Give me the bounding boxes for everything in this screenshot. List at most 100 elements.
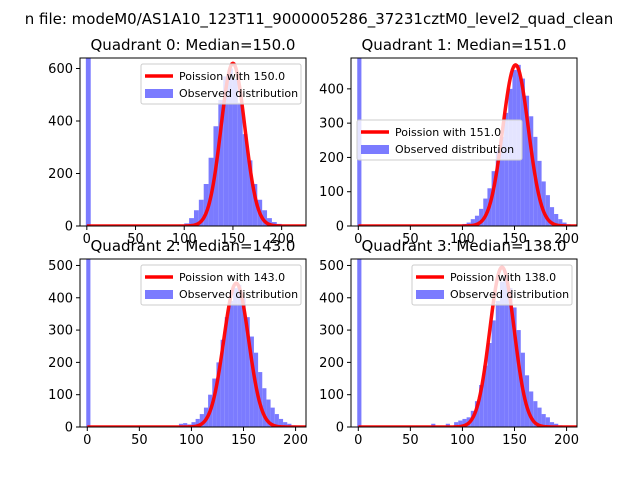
histogram-bar — [487, 343, 492, 427]
poisson-fit-line — [86, 61, 306, 226]
y-tick-label: 500 — [319, 259, 344, 274]
histogram-bar — [249, 336, 254, 427]
histogram-bar — [193, 210, 199, 226]
y-tick-label: 100 — [48, 388, 73, 403]
y-tick-label: 0 — [336, 421, 344, 436]
y-tick-label: 100 — [319, 388, 344, 403]
histogram-bar — [245, 317, 250, 427]
legend-box — [411, 264, 573, 306]
histogram-bar — [541, 414, 546, 427]
legend-bar-swatch — [145, 89, 173, 98]
histogram-bar — [516, 330, 521, 427]
y-tick-label: 0 — [65, 421, 73, 436]
histogram-bar — [549, 422, 555, 427]
legend-box — [356, 119, 523, 161]
x-tick-label: 100 — [450, 433, 475, 448]
x-tick-label: 200 — [554, 433, 579, 448]
plot-area — [85, 58, 306, 226]
subplot-title: Quadrant 1: Median=151.0 — [362, 36, 567, 54]
histogram-bar — [270, 407, 275, 427]
y-tick-label: 300 — [319, 117, 344, 132]
histogram-bar — [524, 95, 530, 226]
subplot-title: Quadrant 0: Median=150.0 — [91, 36, 296, 54]
legend-label: Observed distribution — [450, 288, 569, 301]
poisson-fit-line — [357, 265, 577, 427]
histogram-bar — [508, 288, 513, 427]
histogram-bar — [533, 401, 538, 427]
histogram-bar — [195, 418, 200, 427]
x-tick-label: 100 — [172, 232, 197, 247]
histogram-bar — [274, 414, 279, 427]
histogram-bar — [228, 68, 233, 226]
x-tick-label: 0 — [83, 232, 91, 247]
histogram-bar — [512, 307, 517, 427]
subplot-grid: 0 50 100 150 200 0 200 400 600 Quadrant 0: Median… — [48, 36, 579, 448]
y-tick-label: 200 — [319, 356, 344, 371]
histogram-bar — [504, 275, 509, 427]
x-tick-label: 100 — [179, 433, 204, 448]
axes-frame — [350, 258, 578, 428]
histogram-bar — [495, 301, 500, 427]
subplot-0: 0 50 100 150 200 0 200 400 600 Quadrant 0: Median… — [48, 36, 307, 247]
histogram-bar — [199, 414, 204, 427]
histogram-bar — [474, 401, 480, 427]
legend: Poission with 143.0 Observed distribution — [140, 264, 302, 306]
histogram-bar — [483, 365, 488, 427]
histogram-bar — [189, 218, 194, 226]
legend-bar-swatch — [416, 290, 444, 299]
legend: Poission with 151.0 Observed distribution — [356, 119, 523, 161]
histogram-bar — [545, 417, 550, 427]
legend-label: Observed distribution — [395, 143, 514, 156]
histogram-bar — [183, 423, 188, 427]
x-tick-label: 0 — [354, 232, 362, 247]
histogram-bar — [479, 385, 484, 427]
histogram-bar — [267, 218, 272, 226]
histogram-bar — [499, 136, 505, 226]
histogram-bar — [232, 79, 238, 226]
x-tick-label: 150 — [502, 232, 527, 247]
histogram-bar — [252, 184, 258, 226]
histogram-bar — [233, 288, 238, 427]
legend-label: Poission with 151.0 — [395, 126, 501, 139]
legend-bar-swatch — [361, 145, 389, 154]
y-tick-label: 200 — [48, 356, 73, 371]
subplot-2: 0 50 100 150 200 0 100 200 300 400 500 Quadrant 2: … — [48, 237, 308, 448]
histogram-bar — [203, 184, 209, 226]
axes-frame — [79, 258, 307, 428]
legend-box — [140, 264, 302, 306]
y-tick-label: 200 — [48, 167, 73, 182]
axes-frame — [79, 57, 307, 227]
legend-box — [140, 63, 302, 105]
histogram-bar — [247, 160, 253, 226]
histogram-bar — [86, 259, 91, 427]
legend-label: Observed distribution — [179, 288, 298, 301]
subplot-title: Quadrant 2: Median=143.0 — [91, 237, 296, 255]
histogram-bar — [278, 418, 284, 427]
histogram-bar — [223, 76, 229, 226]
histogram-bar — [237, 284, 242, 427]
histogram-bar — [554, 214, 559, 226]
legend: Poission with 138.0 Observed distribution — [411, 264, 573, 306]
x-tick-label: 200 — [554, 232, 579, 247]
poisson-fit-line — [86, 281, 306, 427]
histogram-bar — [545, 195, 550, 226]
legend-label: Poission with 143.0 — [179, 271, 285, 284]
histogram-bar — [191, 422, 196, 427]
histogram-bar — [357, 259, 362, 427]
histogram-bar — [495, 150, 500, 226]
x-tick-label: 50 — [402, 433, 419, 448]
histogram-bar — [228, 301, 234, 427]
histogram-bar — [558, 219, 563, 226]
y-tick-label: 400 — [48, 115, 73, 130]
histogram-bar — [262, 210, 268, 226]
histogram-bar — [479, 208, 484, 226]
subplot-3: 0 50 100 150 200 0 100 200 300 400 500 Quadrant 3: … — [319, 237, 579, 448]
legend-label: Poission with 138.0 — [450, 271, 556, 284]
histogram-bar — [470, 219, 475, 226]
histogram-bar — [462, 418, 467, 427]
plot-area — [357, 259, 577, 427]
x-tick-label: 0 — [83, 433, 91, 448]
plot-area — [86, 259, 306, 427]
y-tick-label: 400 — [48, 291, 73, 306]
x-tick-label: 200 — [269, 232, 294, 247]
